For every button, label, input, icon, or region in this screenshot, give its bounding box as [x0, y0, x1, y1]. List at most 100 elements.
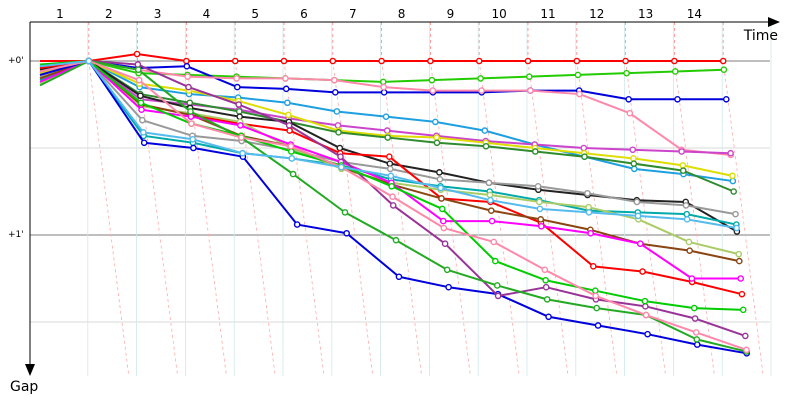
lap-guide [527, 60, 569, 377]
data-point [433, 139, 441, 147]
data-point [487, 196, 494, 204]
data-point [581, 153, 588, 160]
data-point [729, 172, 736, 180]
data-point [524, 57, 532, 65]
y-axis-arrow-icon [25, 364, 35, 376]
data-point [280, 57, 288, 65]
data-point [380, 83, 388, 91]
data-point [134, 66, 142, 73]
x-tick-label: 3 [154, 7, 162, 21]
data-point [633, 198, 641, 206]
data-point [671, 68, 679, 75]
data-point [236, 113, 243, 120]
data-point [592, 292, 600, 300]
data-point [140, 139, 148, 147]
data-point [486, 191, 494, 199]
data-point [542, 276, 549, 284]
data-point [395, 273, 403, 281]
x-tick-label: 7 [349, 7, 357, 21]
data-point [445, 283, 452, 291]
data-point [341, 209, 349, 216]
data-point [334, 122, 342, 129]
data-point [478, 87, 485, 94]
data-point [331, 76, 338, 84]
data-point [693, 341, 701, 348]
data-point [184, 73, 191, 80]
data-point [379, 78, 387, 86]
data-point [332, 89, 339, 96]
data-point [293, 221, 301, 228]
data-point [438, 205, 446, 213]
data-point [189, 135, 196, 143]
data-point [737, 275, 745, 282]
data-point [388, 182, 395, 190]
data-point [233, 83, 241, 91]
data-point [742, 332, 749, 340]
data-point [389, 193, 396, 201]
data-point [542, 283, 550, 291]
data-point [135, 76, 143, 84]
data-point [626, 109, 634, 117]
data-point [439, 217, 447, 225]
data-point [335, 129, 342, 136]
data-point [392, 236, 400, 244]
lap-guide [234, 60, 276, 377]
x-tick-label: 10 [492, 7, 507, 21]
data-point [641, 297, 649, 305]
x-tick-label: 9 [447, 7, 455, 21]
data-point [574, 71, 582, 79]
data-point [587, 229, 594, 237]
data-point [630, 165, 638, 173]
data-point [383, 127, 391, 134]
data-point [235, 101, 242, 108]
data-point [384, 134, 392, 141]
data-point [630, 155, 637, 162]
data-point [286, 127, 293, 134]
series-lines [39, 50, 751, 357]
data-point [139, 116, 146, 124]
x-axis-arrow-icon [768, 17, 780, 27]
data-point [585, 209, 593, 216]
data-point [85, 57, 93, 65]
data-point [428, 76, 436, 84]
data-point [585, 203, 592, 211]
lap-guide [186, 60, 227, 377]
data-point [594, 322, 602, 329]
lap-guide [137, 60, 178, 377]
lap-guide [576, 60, 618, 377]
lap-guide [478, 60, 520, 377]
data-point [637, 240, 644, 247]
data-point [642, 303, 649, 310]
lap-guide [332, 60, 374, 377]
data-point [690, 304, 698, 312]
data-point [487, 207, 495, 214]
data-point [433, 134, 440, 141]
data-point [287, 142, 295, 150]
data-point [531, 148, 539, 155]
data-point [576, 90, 583, 98]
data-point [133, 50, 141, 58]
data-point [686, 247, 693, 254]
data-point [691, 315, 699, 322]
data-point [729, 177, 737, 185]
data-point [630, 160, 638, 167]
data-point [285, 111, 292, 119]
data-point [490, 238, 498, 246]
data-point [536, 205, 544, 213]
data-point [623, 69, 630, 77]
data-point [233, 75, 240, 82]
series-line [39, 60, 735, 193]
data-point [183, 57, 190, 65]
x-tick-label: 13 [638, 7, 653, 21]
data-point [622, 57, 629, 65]
data-point [573, 57, 581, 65]
data-point [743, 346, 750, 354]
data-point [285, 122, 293, 129]
data-point [727, 149, 734, 157]
data-point [188, 120, 195, 127]
data-point [679, 162, 687, 169]
data-point [580, 144, 588, 152]
data-point [537, 216, 545, 223]
data-point [378, 57, 385, 65]
